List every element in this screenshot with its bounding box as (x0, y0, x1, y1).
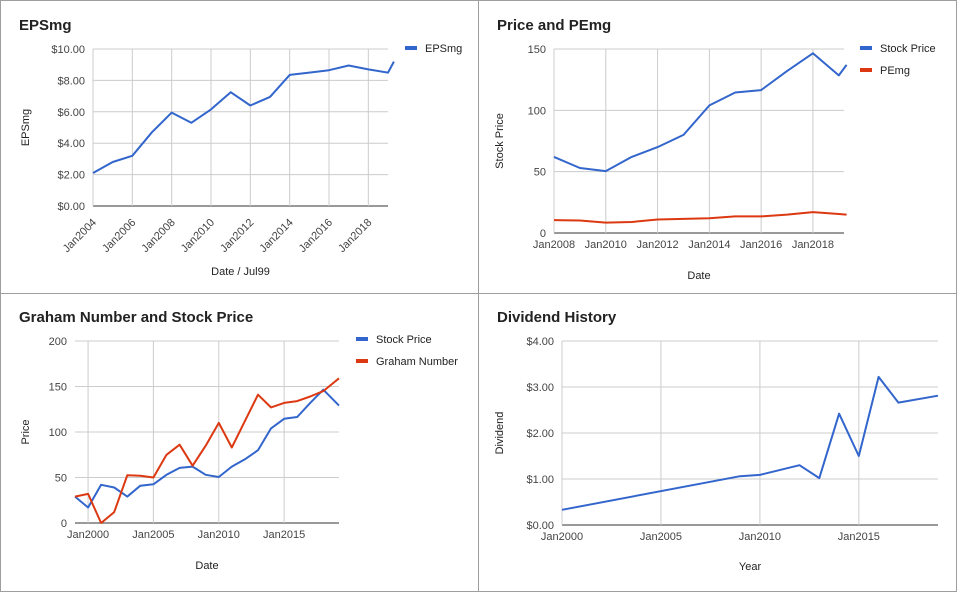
x-tick-label: Jan2015 (838, 531, 880, 543)
x-tick-label: Jan2010 (179, 217, 217, 255)
y-tick-label: $6.00 (57, 107, 85, 119)
chart-3-svg: Dividend History $0.00 $1.00 $2.00 $3.00 $4.0… (494, 309, 939, 573)
legend-swatch (356, 337, 368, 341)
legend-label: PEmg (880, 65, 910, 77)
y-tick-label: $0.00 (526, 520, 554, 532)
x-tick-label: Jan2005 (640, 531, 682, 543)
y-tick-label: $2.00 (526, 428, 554, 440)
x-axis-label: Date / Jul99 (211, 266, 270, 278)
y-tick-label: 200 (49, 336, 67, 348)
series-line-1 (553, 211, 847, 224)
legend-swatch (356, 359, 368, 363)
x-tick-label: Jan2014 (688, 239, 730, 251)
legend-swatch (405, 46, 417, 50)
x-axis-label: Year (739, 561, 762, 573)
series-line-1 (74, 377, 340, 524)
y-tick-label: $0.00 (57, 201, 85, 213)
x-tick-label: Jan2016 (740, 239, 782, 251)
x-tick-label: Jan2016 (297, 217, 335, 255)
chart-0-svg: EPSmg $0.00 $2.00 $4.00 $6.00 $8.00 $10.00 Jan2… (19, 17, 462, 278)
y-tick-label: 0 (61, 518, 67, 530)
chart-panel-epsmg: EPSmg $0.00 $2.00 $4.00 $6.00 $8.00 $10.00 Jan2… (0, 0, 479, 294)
chart-2-svg: Graham Number and Stock Price 0 50 100 150 20… (19, 309, 458, 572)
y-tick-label: 50 (55, 473, 67, 485)
legend-label: Stock Price (376, 334, 432, 346)
x-tick-label: Jan2010 (585, 239, 627, 251)
series-line-0 (92, 61, 395, 174)
x-tick-label: Jan2018 (792, 239, 834, 251)
y-tick-label: 100 (49, 427, 67, 439)
x-tick-label: Jan2006 (100, 217, 138, 255)
y-tick-label: $8.00 (57, 75, 85, 87)
y-axis-label: Price (20, 419, 32, 444)
y-tick-label: $2.00 (57, 170, 85, 182)
y-tick-label: 100 (528, 105, 546, 117)
legend-label: Graham Number (376, 356, 458, 368)
series-line-0 (74, 388, 340, 509)
x-axis-label: Date (687, 270, 710, 282)
x-tick-label: Jan2015 (263, 529, 305, 541)
y-tick-label: $10.00 (51, 44, 85, 56)
y-tick-label: $3.00 (526, 382, 554, 394)
chart-title: EPSmg (19, 17, 72, 34)
chart-title: Price and PEmg (497, 17, 611, 34)
legend-label: Stock Price (880, 43, 936, 55)
x-axis-label: Date (195, 560, 218, 572)
x-tick-label: Jan2008 (533, 239, 575, 251)
x-tick-label: Jan2010 (198, 529, 240, 541)
x-tick-label: Jan2000 (67, 529, 109, 541)
y-tick-label: 50 (534, 167, 546, 179)
chart-panel-graham: Graham Number and Stock Price 0 50 100 150 20… (0, 293, 479, 592)
x-tick-label: Jan2012 (636, 239, 678, 251)
y-axis-label: EPSmg (20, 109, 32, 146)
x-tick-label: Jan2010 (739, 531, 781, 543)
legend-swatch (860, 68, 872, 72)
series-line-0 (561, 375, 939, 511)
x-tick-label: Jan2000 (541, 531, 583, 543)
y-tick-label: 150 (49, 382, 67, 394)
x-tick-label: Jan2005 (132, 529, 174, 541)
y-tick-label: $1.00 (526, 474, 554, 486)
chart-title: Dividend History (497, 309, 617, 326)
y-tick-label: $4.00 (57, 138, 85, 150)
y-axis-label: Stock Price (494, 113, 506, 169)
legend-swatch (860, 46, 872, 50)
y-tick-label: $4.00 (526, 336, 554, 348)
x-tick-label: Jan2004 (61, 217, 99, 255)
x-tick-label: Jan2014 (257, 217, 295, 255)
legend-label: EPSmg (425, 43, 462, 55)
y-tick-label: 0 (540, 228, 546, 240)
chart-1-svg: Price and PEmg 0 50 100 150 Jan2008 Jan2010 Jan… (494, 17, 936, 282)
x-tick-label: Jan2012 (218, 217, 256, 255)
chart-title: Graham Number and Stock Price (19, 309, 253, 326)
y-tick-label: 150 (528, 44, 546, 56)
y-axis-label: Dividend (494, 412, 506, 455)
x-tick-label: Jan2018 (336, 217, 374, 255)
chart-panel-price-pemg: Price and PEmg 0 50 100 150 Jan2008 Jan2010 Jan… (478, 0, 957, 294)
chart-panel-dividend: Dividend History $0.00 $1.00 $2.00 $3.00 $4.0… (478, 293, 957, 592)
series-line-0 (553, 52, 848, 173)
x-tick-label: Jan2008 (139, 217, 177, 255)
